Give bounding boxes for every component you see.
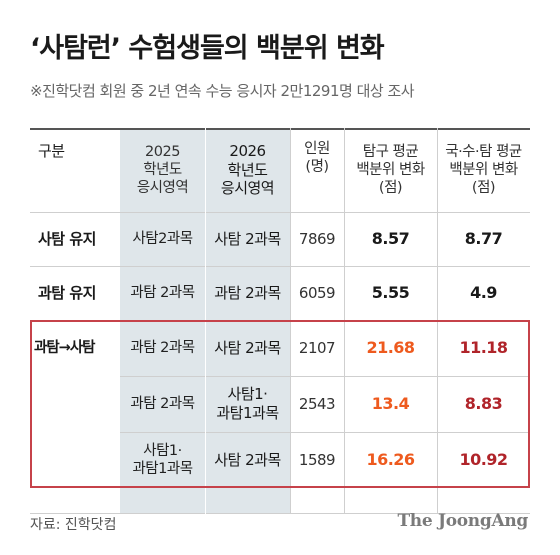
subtitle-note: ※진학닷컴 회원 중 2년 연속 수능 응시자 2만1291명 대상 조사 <box>30 82 415 100</box>
header-2025-line: 2025 <box>145 143 180 160</box>
header-all-change: 국·수·탐 평균 백분위 변화 (점) <box>437 128 530 212</box>
header-inquiry-line: 백분위 변화 <box>356 161 425 178</box>
subject-text: 사탐1· <box>227 385 268 404</box>
header-2025-line: 학년도 <box>143 161 182 178</box>
header-all-line: 백분위 변화 <box>449 161 518 178</box>
row-2025-subject: 사탐1· 과탐1과목 <box>120 432 205 488</box>
header-2026: 2026 학년도 응시영역 <box>205 128 290 212</box>
row-all-change: 11.18 <box>459 338 508 357</box>
row-people: 1589 <box>298 450 336 469</box>
row-2026-subject: 사탐 2과목 <box>205 320 290 376</box>
row-2025-subject: 과탐 2과목 <box>120 376 205 432</box>
row-inquiry-change: 21.68 <box>366 338 415 357</box>
row-2025-subject: 사탐2과목 <box>120 212 205 266</box>
header-category: 구분 <box>30 128 120 212</box>
header-people-line: (명) <box>305 159 329 176</box>
subject-text: 사탐 2과목 <box>214 450 281 469</box>
header-all-line: 국·수·탐 평균 <box>445 143 522 160</box>
row-inquiry-change: 13.4 <box>371 394 410 413</box>
row-2026-subject: 사탐1· 과탐1과목 <box>205 376 290 432</box>
header-divider <box>30 212 530 213</box>
source-note: 자료: 진학닷컴 <box>30 517 117 533</box>
switch-group-highlight <box>30 320 530 488</box>
header-inquiry-change: 탐구 평균 백분위 변화 (점) <box>344 128 437 212</box>
header-2026-line: 2026 <box>229 141 266 160</box>
row-divider <box>30 266 530 267</box>
row-label: 과탐→사탐 <box>34 339 96 356</box>
subject-text: 과탐1과목 <box>132 461 193 477</box>
subject-text: 과탐1과목 <box>216 404 279 422</box>
subject-text: 사탐1· <box>143 442 182 459</box>
subject-text: 사탐 2과목 <box>214 338 281 357</box>
row-people: 6059 <box>298 283 336 302</box>
row-divider <box>120 376 530 377</box>
subject-text: 과탐 2과목 <box>130 395 195 412</box>
page-title: ‘사탐런’ 수험생들의 백분위 변화 <box>30 33 385 64</box>
row-label: 과탐 유지 <box>38 283 96 302</box>
header-2026-line: 학년도 <box>227 160 268 179</box>
row-2026-subject: 사탐 2과목 <box>205 212 290 266</box>
row-people: 7869 <box>298 229 336 248</box>
row-label: 사탐 유지 <box>38 229 96 248</box>
row-divider <box>120 432 530 433</box>
header-people: 인원 (명) <box>290 128 344 212</box>
row-inquiry-change: 8.57 <box>371 229 410 248</box>
subject-text: 과탐 2과목 <box>214 283 281 302</box>
comparison-table: 구분 2025 학년도 응시영역 2026 학년도 응시영역 인원 (명) 탐구… <box>30 128 530 514</box>
row-2026-subject: 과탐 2과목 <box>205 266 290 320</box>
subject-text: 사탐2과목 <box>132 230 193 247</box>
row-2025-subject: 과탐 2과목 <box>120 320 205 376</box>
header-2026-line: 응시영역 <box>220 179 275 198</box>
row-people: 2107 <box>298 338 336 357</box>
header-inquiry-line: 탐구 평균 <box>362 143 419 160</box>
publisher-logo: The JoongAng <box>397 511 528 531</box>
row-all-change: 8.77 <box>464 229 503 248</box>
header-all-line: (점) <box>471 180 496 197</box>
row-all-change: 8.83 <box>464 394 503 413</box>
row-2026-subject: 사탐 2과목 <box>205 432 290 488</box>
header-2025: 2025 학년도 응시영역 <box>120 128 205 212</box>
subject-text: 과탐 2과목 <box>130 339 195 356</box>
subject-text: 사탐 2과목 <box>214 229 281 248</box>
row-inquiry-change: 16.26 <box>366 450 415 469</box>
header-inquiry-line: (점) <box>378 180 403 197</box>
header-2025-line: 응시영역 <box>136 180 189 197</box>
row-all-change: 10.92 <box>459 450 508 469</box>
header-people-line: 인원 <box>304 141 330 157</box>
table-top-rule <box>30 128 530 130</box>
table-bottom-rule <box>30 513 530 514</box>
row-2025-subject: 과탐 2과목 <box>120 266 205 320</box>
row-inquiry-change: 5.55 <box>371 283 410 302</box>
row-all-change: 4.9 <box>470 283 497 302</box>
header-category-label: 구분 <box>38 142 65 160</box>
row-people: 2543 <box>298 394 336 413</box>
subject-text: 과탐 2과목 <box>130 284 195 301</box>
